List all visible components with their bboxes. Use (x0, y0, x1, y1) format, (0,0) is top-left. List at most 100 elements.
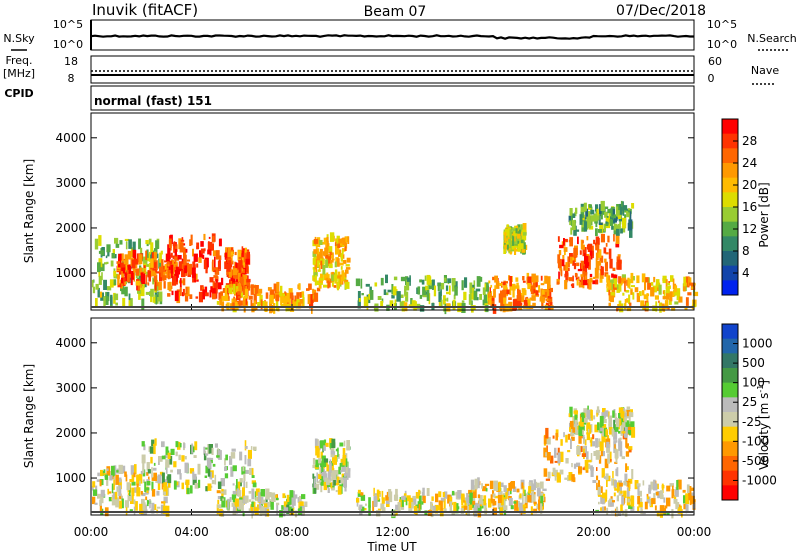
heatmap-cell (201, 286, 204, 292)
heatmap-cell (250, 300, 253, 308)
heatmap-cell (471, 305, 474, 313)
colorbar-tick-label: 8 (742, 244, 750, 258)
heatmap-cell (433, 285, 437, 297)
ytick-label: 3000 (55, 176, 86, 190)
heatmap-cell (440, 299, 443, 307)
heatmap-cell (100, 489, 105, 497)
heatmap-cell (608, 284, 611, 296)
heatmap-cell (522, 485, 525, 496)
heatmap-cell (288, 301, 291, 310)
cpid-label: CPID (4, 87, 33, 100)
heatmap-cell (613, 214, 616, 219)
heatmap-cell (254, 285, 259, 295)
heatmap-cell (489, 480, 494, 490)
heatmap-cell (568, 239, 572, 243)
heatmap-cell (682, 489, 686, 493)
heatmap-cell (158, 281, 162, 291)
heatmap-cell (153, 252, 156, 261)
heatmap-cell (150, 288, 154, 297)
colorbar-swatch (722, 133, 738, 149)
heatmap-cell (503, 281, 508, 284)
heatmap-cell (395, 488, 398, 498)
colorbar-swatch (722, 456, 738, 472)
heatmap-cell (243, 252, 247, 263)
heatmap-cell (581, 221, 586, 232)
heatmap-cell (244, 455, 247, 465)
heatmap-cell (260, 489, 265, 497)
heatmap-cell (569, 237, 573, 247)
heatmap-cell (427, 275, 431, 280)
heatmap-cell (686, 484, 690, 493)
heatmap-cell (567, 256, 570, 268)
heatmap-cell (144, 283, 147, 288)
heatmap-cell (569, 208, 573, 216)
heatmap-cell (313, 272, 318, 277)
heatmap-cell (484, 282, 489, 292)
heatmap-cell (341, 249, 344, 254)
heatmap-cell (388, 491, 393, 503)
heatmap-cell (592, 434, 595, 440)
heatmap-cell (189, 468, 195, 474)
heatmap-cell (614, 217, 618, 220)
heatmap-cell (358, 298, 361, 302)
heatmap-cell (299, 501, 304, 509)
heatmap-cell (580, 275, 584, 285)
heatmap-cell (335, 246, 340, 255)
heatmap-cell (461, 300, 465, 303)
heatmap-cell (494, 275, 498, 283)
heatmap-cell (504, 283, 507, 293)
heatmap-cell (614, 461, 618, 464)
heatmap-cell (238, 256, 242, 260)
heatmap-cell (577, 268, 583, 272)
heatmap-cell (517, 243, 521, 252)
heatmap-cell (320, 482, 323, 493)
heatmap-cell (559, 244, 564, 249)
heatmap-cell (316, 237, 321, 248)
xtick-label: 16:00 (476, 525, 511, 539)
heatmap-cell (550, 455, 554, 464)
heatmap-cell (665, 292, 670, 300)
noise-sky-line (90, 34, 694, 40)
heatmap-cell (233, 284, 236, 294)
heatmap-cell (624, 280, 626, 292)
heatmap-cell (447, 494, 451, 504)
heatmap-cell (179, 443, 182, 448)
heatmap-cell (270, 289, 275, 299)
heatmap-cell (211, 447, 214, 455)
heatmap-cell (451, 278, 456, 286)
xtick-label: 12:00 (375, 525, 410, 539)
heatmap-cell (231, 448, 236, 452)
heatmap-cell (573, 262, 577, 270)
heatmap-cell (585, 255, 590, 267)
heatmap-cell (589, 418, 592, 421)
heatmap-cell (342, 237, 346, 247)
heatmap-cell (422, 295, 427, 298)
heatmap-cell (169, 260, 173, 268)
heatmap-cell (175, 266, 181, 275)
heatmap-cell (221, 295, 226, 301)
beam-title: Beam 07 (364, 4, 427, 20)
heatmap-cell (595, 204, 599, 212)
heatmap-cell (637, 490, 642, 497)
heatmap-cell (536, 487, 541, 497)
heatmap-cell (568, 215, 573, 223)
heatmap-cell (595, 213, 600, 221)
heatmap-cell (515, 277, 519, 282)
heatmap-cell (513, 238, 518, 245)
heatmap-cell (269, 499, 271, 507)
heatmap-cell (300, 505, 305, 509)
heatmap-cell (161, 441, 165, 448)
heatmap-cell (575, 207, 578, 214)
heatmap-cell (116, 269, 121, 272)
heatmap-cell (642, 480, 645, 486)
heatmap-cell (374, 282, 378, 287)
heatmap-cell (577, 426, 580, 430)
heatmap-cell (618, 218, 623, 222)
heatmap-cell (629, 211, 632, 223)
heatmap-cell (115, 243, 120, 248)
heatmap-cell (234, 251, 237, 256)
heatmap-cell (191, 267, 196, 278)
heatmap-cell (121, 269, 124, 278)
heatmap-cell (357, 300, 361, 309)
